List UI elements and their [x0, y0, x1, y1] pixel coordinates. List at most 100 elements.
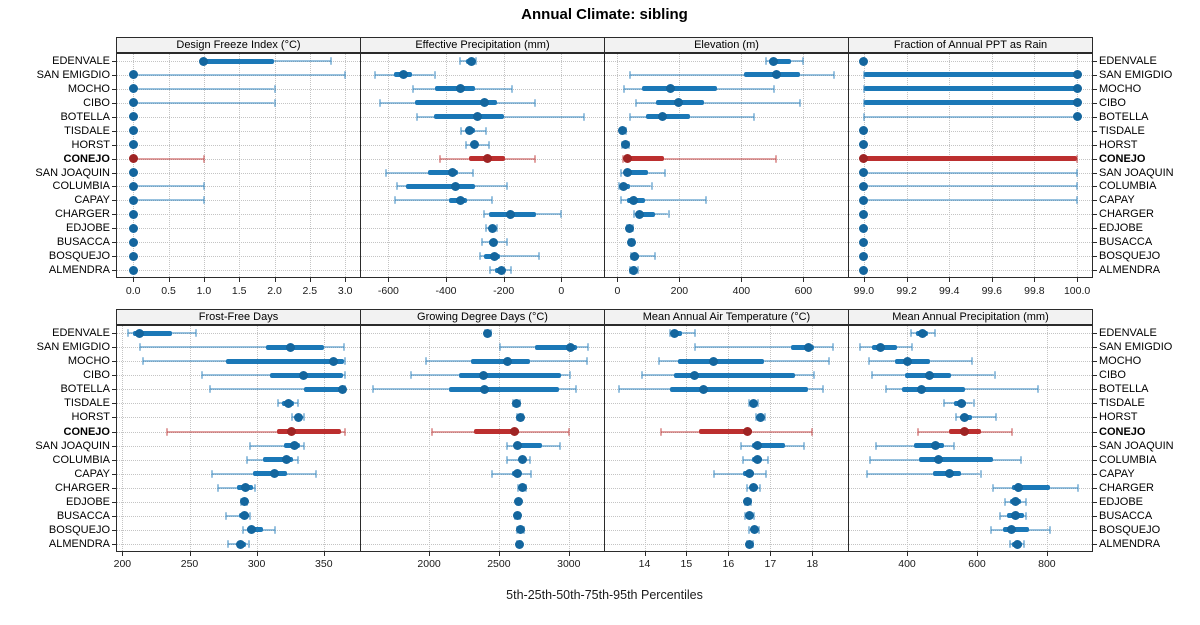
- row-gridline: [361, 144, 604, 146]
- row-gridline: [361, 501, 604, 503]
- site-tick-left: [112, 116, 116, 118]
- range-line-5-95: [139, 346, 344, 349]
- median-dot: [629, 195, 638, 205]
- site-label-right: BOSQUEJO: [1099, 523, 1161, 536]
- site-label-left: CHARGER: [54, 208, 110, 221]
- median-dot: [487, 223, 497, 233]
- row-gridline: [605, 242, 848, 244]
- site-tick-left: [112, 172, 116, 174]
- x-tick-label: 16: [722, 558, 735, 570]
- x-tick: [503, 278, 505, 282]
- row-gridline: [117, 459, 360, 461]
- site-tick-left: [112, 487, 116, 489]
- x-tick-label: 1.5: [231, 285, 247, 297]
- site-label-left: BOSQUEJO: [48, 523, 110, 536]
- median-dot: [128, 168, 138, 177]
- x-tick: [498, 552, 500, 556]
- median-dot: [749, 398, 759, 408]
- range-line-5-95: [133, 101, 275, 104]
- range-bar-25-75: [678, 358, 764, 364]
- whisker-cap: [802, 57, 805, 65]
- x-tick-label: 3000: [557, 558, 581, 570]
- range-bar-25-75: [919, 457, 993, 463]
- median-dot: [128, 195, 138, 205]
- median-dot: [128, 70, 138, 80]
- whisker-cap: [384, 168, 387, 177]
- site-tick-left: [112, 389, 116, 391]
- row-gridline: [605, 186, 848, 188]
- x-gridline: [239, 54, 241, 277]
- site-label-left: CIBO: [83, 369, 110, 382]
- range-line-5-95: [694, 346, 834, 349]
- site-tick-left: [112, 228, 116, 230]
- whisker-cap: [865, 469, 868, 478]
- row-gridline: [605, 61, 848, 62]
- site-tick-right: [1093, 102, 1097, 104]
- site-tick-left: [112, 256, 116, 258]
- whisker-cap: [993, 371, 996, 380]
- median-dot: [744, 511, 754, 521]
- whisker-cap: [491, 196, 494, 205]
- site-tick-right: [1093, 74, 1097, 76]
- x-tick: [907, 552, 908, 556]
- range-bar-25-75: [863, 156, 1078, 161]
- x-tick-label: 99.8: [1024, 285, 1045, 297]
- whisker-cap: [330, 57, 332, 65]
- x-gridline: [1046, 326, 1048, 551]
- range-bar-25-75: [203, 58, 275, 64]
- whisker-cap: [510, 84, 513, 93]
- row-gridline: [361, 74, 604, 76]
- site-label-left: CONEJO: [63, 425, 110, 438]
- whisker-cap: [246, 455, 249, 464]
- whisker-cap: [439, 154, 442, 163]
- row-gridline: [605, 347, 848, 349]
- x-tick-label: 300: [247, 558, 266, 570]
- x-tick: [741, 278, 743, 282]
- x-tick: [1077, 278, 1079, 282]
- plot-area-effective-precipitation-mm: [360, 53, 605, 278]
- x-gridline: [644, 326, 646, 551]
- whisker-cap: [528, 455, 531, 464]
- site-label-left: MOCHO: [67, 82, 110, 95]
- median-dot: [328, 356, 338, 366]
- row-gridline: [605, 74, 848, 76]
- row-gridline: [117, 200, 360, 202]
- whisker-cap: [495, 224, 498, 233]
- median-dot: [514, 497, 524, 507]
- whisker-cap: [712, 469, 715, 478]
- site-label-left: SAN JOAQUIN: [35, 166, 110, 179]
- whisker-cap: [273, 84, 276, 93]
- row-gridline: [361, 445, 604, 447]
- x-gridline: [907, 326, 908, 551]
- x-tick: [388, 278, 390, 282]
- site-tick-right: [1093, 214, 1097, 216]
- median-dot: [456, 195, 466, 205]
- site-label-right: CHARGER: [1099, 208, 1155, 221]
- row-gridline: [849, 361, 1092, 363]
- range-line-5-95: [394, 199, 493, 202]
- x-tick: [617, 278, 619, 282]
- x-tick-label: 0.0: [125, 285, 141, 297]
- range-bar-25-75: [434, 114, 505, 120]
- x-gridline: [274, 54, 276, 277]
- site-tick-right: [1093, 200, 1097, 202]
- x-gridline: [1034, 54, 1036, 277]
- whisker-cap: [704, 196, 707, 205]
- x-tick: [812, 552, 814, 556]
- site-label-left: CAPAY: [74, 467, 110, 480]
- whisker-cap: [254, 483, 257, 492]
- x-gridline: [345, 54, 347, 277]
- row-gridline: [117, 130, 360, 132]
- range-bar-25-75: [448, 386, 559, 392]
- site-tick-right: [1093, 389, 1097, 391]
- median-dot: [625, 223, 635, 233]
- row-gridline: [117, 256, 360, 258]
- site-label-right: CIBO: [1099, 96, 1126, 109]
- row-gridline: [849, 228, 1092, 230]
- x-gridline: [991, 54, 993, 277]
- median-dot: [483, 154, 492, 163]
- whisker-cap: [344, 70, 347, 79]
- x-gridline: [203, 54, 205, 277]
- site-label-left: CHARGER: [54, 481, 110, 494]
- row-gridline: [117, 228, 360, 230]
